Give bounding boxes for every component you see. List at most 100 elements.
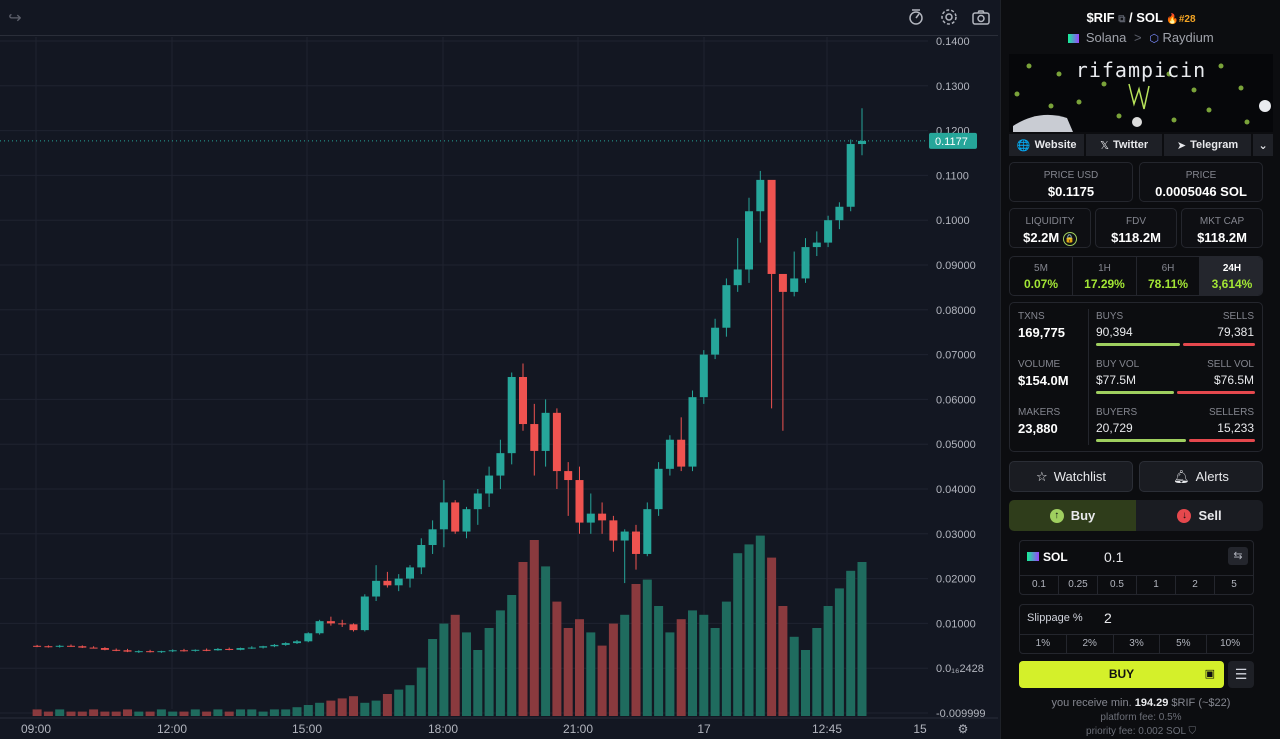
slippage-input[interactable]: 2 xyxy=(1104,610,1112,626)
website-link[interactable]: 🌐 Website xyxy=(1009,134,1085,156)
slippage-option-0[interactable]: 1% xyxy=(1020,635,1067,653)
amount-token[interactable]: SOL xyxy=(1043,550,1068,564)
candle-body xyxy=(225,648,234,650)
tab-6h-label: 6H xyxy=(1161,263,1175,274)
quick-amount-0[interactable]: 0.1 xyxy=(1020,576,1059,594)
sellers-value: 15,233 xyxy=(1217,421,1254,435)
camera-icon[interactable] xyxy=(970,8,992,30)
slippage-option-2[interactable]: 3% xyxy=(1114,635,1161,653)
redo-icon[interactable]: ↪ xyxy=(8,10,22,27)
settings-icon[interactable] xyxy=(938,8,960,30)
tab-5m[interactable]: 5M 0.07% xyxy=(1010,257,1073,295)
price-usd-label: PRICE USD xyxy=(1043,170,1099,181)
quick-amount-4[interactable]: 2 xyxy=(1176,576,1215,594)
quick-amount-1[interactable]: 0.25 xyxy=(1059,576,1098,594)
trade-settings-button[interactable]: ☰ xyxy=(1228,661,1254,688)
volume-bar xyxy=(529,540,539,716)
price-tick-label: 0.09000 xyxy=(936,260,976,272)
tab-sell[interactable]: ↓ Sell xyxy=(1136,500,1263,531)
dex-name[interactable]: Raydium xyxy=(1162,30,1214,45)
chain-line: Solana > ⬡ Raydium xyxy=(1001,30,1280,45)
price-native-label: PRICE xyxy=(1185,170,1217,181)
wallet-icon: ▣ xyxy=(1204,668,1215,680)
slippage-option-3[interactable]: 5% xyxy=(1160,635,1208,653)
volume-bar xyxy=(789,636,799,716)
candle-body xyxy=(609,520,618,541)
volume-bar xyxy=(292,707,302,716)
candle-body xyxy=(722,285,731,328)
candle-body xyxy=(451,502,460,532)
slippage-option-4[interactable]: 10% xyxy=(1220,638,1241,649)
receive-token: $RIF xyxy=(1171,697,1196,709)
indicator-icon[interactable] xyxy=(905,8,927,30)
more-links-button[interactable]: ⌄ xyxy=(1253,134,1274,156)
tab-buy-label: Buy xyxy=(1070,508,1096,523)
candle-body xyxy=(372,580,381,597)
buy-button[interactable]: BUY ▣ xyxy=(1019,661,1224,688)
alerts-button[interactable]: 🔔︎ Alerts xyxy=(1139,461,1263,492)
volume-bar xyxy=(405,685,415,716)
globe-icon: 🌐 xyxy=(1016,139,1031,152)
candle-body xyxy=(259,646,268,648)
quick-amount-2[interactable]: 0.5 xyxy=(1098,576,1137,594)
tab-5m-value: 0.07% xyxy=(1023,277,1059,291)
volume-bar xyxy=(337,698,347,716)
tab-6h[interactable]: 6H 78.11% xyxy=(1137,257,1200,295)
volume-bar xyxy=(642,579,652,716)
volume-bar xyxy=(382,694,392,716)
star-icon: ☆ xyxy=(1036,468,1048,484)
copy-icon[interactable]: ⧉ xyxy=(1118,14,1126,25)
twitter-link[interactable]: 𝕏 Twitter xyxy=(1086,134,1162,156)
tab-buy[interactable]: ↑ Buy xyxy=(1009,500,1136,531)
chart-area[interactable]: ↪ 0.1400 0.1300 0.1200 0.1100 0.1000 0.09000 0… xyxy=(0,0,998,739)
price-tick-label: 0.03000 xyxy=(936,529,976,541)
tab-24h[interactable]: 24H 3,614% xyxy=(1200,257,1262,295)
candle-body xyxy=(349,624,358,631)
volume-bar xyxy=(846,570,856,716)
candle-body xyxy=(790,278,799,292)
watchlist-button[interactable]: ☆ Watchlist xyxy=(1009,461,1133,492)
time-tick-label: 12:00 xyxy=(157,722,187,736)
quick-amount-5[interactable]: 5 xyxy=(1231,579,1237,590)
pair-header: $RIF ⧉ / SOL 🔥#28 Solana > ⬡ Raydium xyxy=(1001,0,1280,54)
price-chart[interactable]: 0.14000.13000.12000.11000.10000.090000.0… xyxy=(0,37,998,739)
token-banner: rifampicin xyxy=(1009,54,1273,132)
candle-body xyxy=(326,621,335,624)
buy-vol-label: BUY VOL xyxy=(1096,359,1140,370)
candle-body xyxy=(699,354,708,398)
chain-name[interactable]: Solana xyxy=(1085,30,1127,45)
volume-bar xyxy=(597,645,607,716)
price-tick-label: 0.0₁₆2428 xyxy=(936,663,984,675)
candle-body xyxy=(78,646,87,648)
volume-bar xyxy=(303,705,313,716)
quick-amounts: 0.1 0.25 0.5 1 2 5 xyxy=(1020,575,1253,594)
lock-icon[interactable]: 🔒 xyxy=(1062,231,1077,246)
sell-vol-label: SELL VOL xyxy=(1207,359,1254,370)
amount-input[interactable]: 0.1 xyxy=(1104,549,1124,565)
axis-settings-icon[interactable]: ⚙ xyxy=(958,722,969,736)
volume-label: VOLUME xyxy=(1018,359,1061,370)
price-tick-label: 0.01000 xyxy=(936,618,976,630)
candle-body xyxy=(428,529,437,545)
price-tick-label: 0.07000 xyxy=(936,350,976,362)
volume-bar xyxy=(665,632,675,716)
candle-body xyxy=(564,471,573,481)
telegram-link[interactable]: ➤ Telegram xyxy=(1163,134,1252,156)
candle-body xyxy=(315,621,324,634)
volume-bar xyxy=(236,709,245,716)
tab-24h-value: 3,614% xyxy=(1211,277,1253,291)
swap-icon[interactable]: ⇆ xyxy=(1228,547,1248,565)
volume-bar xyxy=(213,709,223,716)
time-tick-label: 15 xyxy=(913,722,927,736)
slippage-option-1[interactable]: 2% xyxy=(1067,635,1114,653)
buyers-label: BUYERS xyxy=(1096,407,1138,418)
volume-bar xyxy=(111,711,121,716)
liquidity-amount: $2.2M xyxy=(1023,230,1060,245)
receive-amount: 194.29 xyxy=(1134,697,1169,709)
bell-icon: 🔔︎ xyxy=(1173,468,1190,484)
quick-amount-3[interactable]: 1 xyxy=(1137,576,1176,594)
tab-1h[interactable]: 1H 17.29% xyxy=(1073,257,1137,295)
buys-bar xyxy=(1096,343,1180,346)
tab-5m-label: 5M xyxy=(1034,263,1048,274)
volume-bar xyxy=(462,632,471,716)
